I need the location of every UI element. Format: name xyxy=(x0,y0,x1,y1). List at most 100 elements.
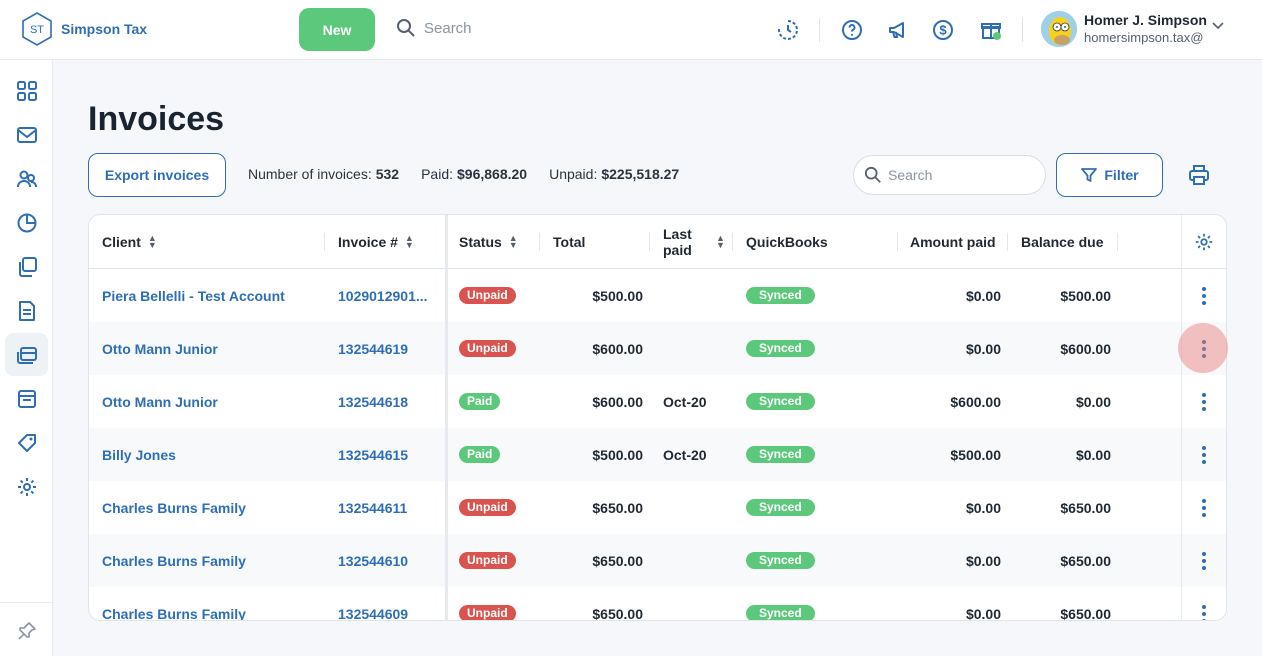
timer-icon[interactable] xyxy=(776,18,800,42)
table-row[interactable]: Otto Mann Junior 132544619 Unpaid $600.00 Sy… xyxy=(89,322,1226,375)
tags-icon[interactable] xyxy=(5,421,48,464)
client-link[interactable]: Billy Jones xyxy=(102,446,176,463)
table-row[interactable]: Charles Burns Family 132544611 Unpaid $650.… xyxy=(89,481,1226,534)
more-actions-icon[interactable] xyxy=(1193,428,1215,481)
new-button[interactable]: New xyxy=(299,8,375,51)
table-row[interactable]: Billy Jones 132544615 Paid $500.00 Oct-20 Syn… xyxy=(89,428,1226,481)
chevron-down-icon[interactable] xyxy=(1212,22,1224,30)
divider xyxy=(1022,18,1023,42)
column-amount-paid[interactable]: Amount paid xyxy=(910,234,996,250)
page-title: Invoices xyxy=(88,100,225,138)
invoice-number-link[interactable]: 132544611 xyxy=(338,499,408,516)
invoice-number-link[interactable]: 132544609 xyxy=(338,605,409,621)
column-settings[interactable] xyxy=(1194,215,1214,269)
table-row[interactable]: Otto Mann Junior 132544618 Paid $600.00 Oct-… xyxy=(89,375,1226,428)
user-name: Homer J. Simpson xyxy=(1084,12,1207,28)
synced-badge: Synced xyxy=(746,552,815,569)
invoice-stats: Number of invoices: 532 Paid: $96,868.20 U… xyxy=(248,166,679,182)
global-search[interactable] xyxy=(396,18,584,38)
client-link[interactable]: Piera Bellelli - Test Account xyxy=(102,287,285,304)
logo-hexagon-icon: ST xyxy=(22,12,52,46)
invoice-search[interactable] xyxy=(853,155,1046,195)
global-search-input[interactable] xyxy=(424,19,584,37)
invoice-number-link[interactable]: 132544619 xyxy=(338,340,409,357)
status-badge: Unpaid xyxy=(459,552,516,569)
table-row[interactable]: Charles Burns Family 132544610 Unpaid $650.… xyxy=(89,534,1226,587)
invoice-number-link[interactable]: 132544618 xyxy=(338,393,409,410)
svg-text:$: $ xyxy=(939,23,947,38)
dashboard-icon[interactable] xyxy=(5,69,48,112)
column-last-paid-sort[interactable]: ▲ ▼ xyxy=(709,215,725,269)
client-link[interactable]: Otto Mann Junior xyxy=(102,393,218,410)
more-actions-icon[interactable] xyxy=(1193,587,1215,620)
column-invoice[interactable]: Invoice # ▲ ▼ xyxy=(338,233,414,251)
invoice-number-link[interactable]: 132544615 xyxy=(338,446,409,463)
column-status[interactable]: Status ▲ ▼ xyxy=(459,233,518,251)
balance-due-cell: $650.00 xyxy=(1060,605,1111,621)
invoices-table: Client ▲ ▼ Invoice # ▲ ▼ Status ▲ ▼ Total Last… xyxy=(88,214,1227,621)
unpaid-stat: Unpaid: $225,518.27 xyxy=(549,166,680,182)
frozen-column-divider xyxy=(445,215,448,620)
status-cell: Unpaid xyxy=(459,481,516,534)
export-invoices-button[interactable]: Export invoices xyxy=(88,153,226,197)
forms-icon[interactable] xyxy=(5,289,48,332)
invoice-count-stat: Number of invoices: 532 xyxy=(248,166,400,182)
column-client[interactable]: Client ▲ ▼ xyxy=(102,233,157,251)
quickbooks-cell: Synced xyxy=(746,322,815,375)
more-actions-icon[interactable] xyxy=(1193,269,1215,322)
column-balance-due[interactable]: Balance due xyxy=(1021,234,1104,250)
status-badge: Unpaid xyxy=(459,340,516,357)
sidebar-divider xyxy=(0,602,53,603)
quickbooks-cell: Synced xyxy=(746,428,815,481)
more-actions-icon[interactable] xyxy=(1193,375,1215,428)
status-badge: Unpaid xyxy=(459,605,516,620)
column-total[interactable]: Total xyxy=(553,234,586,250)
user-menu[interactable]: Homer J. Simpson homersimpson.tax@ xyxy=(1041,11,1207,47)
calendar-icon[interactable] xyxy=(5,377,48,420)
filter-button[interactable]: Filter xyxy=(1056,153,1163,197)
user-email: homersimpson.tax@ xyxy=(1084,30,1204,45)
paid-stat: Paid: $96,868.20 xyxy=(421,166,528,182)
status-cell: Unpaid xyxy=(459,534,516,587)
client-link[interactable]: Charles Burns Family xyxy=(102,552,246,569)
table-row[interactable]: Piera Bellelli - Test Account 1029012901.… xyxy=(89,269,1226,322)
invoice-search-input[interactable] xyxy=(888,167,1028,183)
megaphone-icon[interactable] xyxy=(886,18,910,42)
more-actions-icon[interactable] xyxy=(1193,322,1215,375)
total-cell: $650.00 xyxy=(592,499,643,516)
help-icon[interactable] xyxy=(840,18,864,42)
table-row[interactable]: Charles Burns Family 132544609 Unpaid $650.… xyxy=(89,587,1226,621)
invoices-icon[interactable] xyxy=(5,333,48,376)
pin-icon[interactable] xyxy=(5,609,48,652)
avatar xyxy=(1041,11,1077,47)
balance-due-cell: $0.00 xyxy=(1075,393,1111,410)
synced-badge: Synced xyxy=(746,605,815,620)
status-cell: Paid xyxy=(459,428,501,481)
status-badge: Paid xyxy=(459,446,501,463)
client-link[interactable]: Otto Mann Junior xyxy=(102,340,218,357)
client-link[interactable]: Charles Burns Family xyxy=(102,499,246,516)
invoice-number-link[interactable]: 1029012901... xyxy=(338,287,428,304)
sort-icon: ▲ ▼ xyxy=(716,233,725,250)
clients-icon[interactable] xyxy=(5,157,48,200)
total-cell: $650.00 xyxy=(592,552,643,569)
more-actions-icon[interactable] xyxy=(1193,534,1215,587)
mail-icon[interactable] xyxy=(5,113,48,156)
sort-icon: ▲ ▼ xyxy=(404,233,414,250)
status-badge: Paid xyxy=(459,393,501,410)
invoice-number-link[interactable]: 132544610 xyxy=(338,552,409,569)
settings-icon[interactable] xyxy=(5,465,48,508)
column-last-paid[interactable]: Last paid xyxy=(663,226,692,258)
quickbooks-cell: Synced xyxy=(746,534,815,587)
reports-icon[interactable] xyxy=(5,201,48,244)
gift-icon[interactable] xyxy=(979,18,1003,42)
amount-paid-cell: $600.00 xyxy=(950,393,1001,410)
more-actions-icon[interactable] xyxy=(1193,481,1215,534)
column-quickbooks[interactable]: QuickBooks xyxy=(746,234,828,250)
brand-logo[interactable]: ST Simpson Tax xyxy=(20,11,147,47)
documents-icon[interactable] xyxy=(5,245,48,288)
client-link[interactable]: Charles Burns Family xyxy=(102,605,246,621)
dollar-icon[interactable]: $ xyxy=(931,18,955,42)
print-icon[interactable] xyxy=(1188,164,1210,186)
last-paid-cell: Oct-20 xyxy=(663,393,707,410)
